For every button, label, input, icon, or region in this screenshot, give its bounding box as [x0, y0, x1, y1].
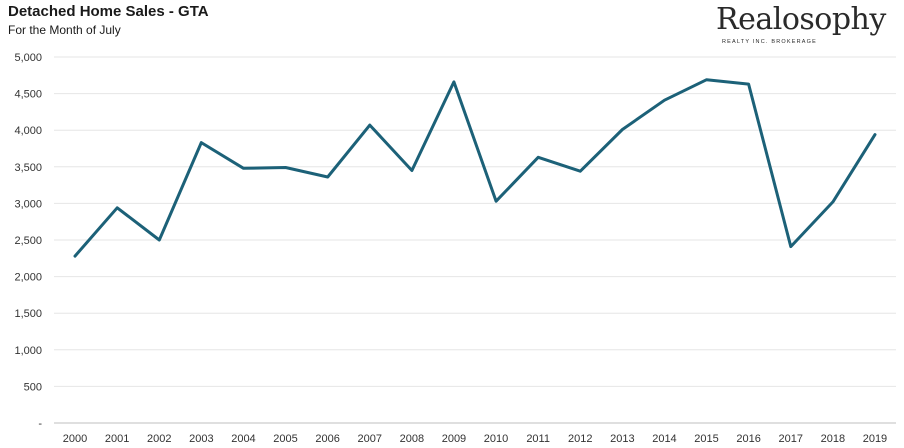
x-tick-label: 2000: [63, 433, 87, 445]
y-tick-label: -: [38, 418, 42, 430]
y-tick-label: 2,000: [14, 272, 42, 284]
x-tick-label: 2009: [442, 433, 466, 445]
chart-title: Detached Home Sales - GTA: [8, 3, 209, 20]
series-line: [73, 78, 877, 258]
x-tick-label: 2006: [315, 433, 339, 445]
x-tick-label: 2002: [147, 433, 171, 445]
x-tick-label: 2004: [231, 433, 255, 445]
x-tick-label: 2011: [526, 433, 550, 445]
logo-tagline: REALTY INC. BROKERAGE: [722, 39, 817, 45]
x-tick-label: 2014: [652, 433, 676, 445]
y-tick-label: 3,500: [14, 162, 42, 174]
x-tick-label: 2012: [568, 433, 592, 445]
x-tick-label: 2001: [105, 433, 129, 445]
y-tick-label: 1,500: [14, 308, 42, 320]
y-tick-label: 4,000: [14, 125, 42, 137]
chart-subtitle: For the Month of July: [8, 23, 121, 37]
y-tick-label: 5,000: [14, 52, 42, 64]
x-tick-label: 2018: [821, 433, 845, 445]
y-tick-label: 2,500: [14, 235, 42, 247]
x-tick-label: 2010: [484, 433, 508, 445]
x-tick-label: 2003: [189, 433, 213, 445]
x-tick-label: 2005: [273, 433, 297, 445]
y-tick-label: 1,000: [14, 345, 42, 357]
logo-wordmark: Realosophy: [716, 2, 886, 37]
x-tick-label: 2015: [694, 433, 718, 445]
x-tick-label: 2016: [736, 433, 760, 445]
x-tick-label: 2008: [400, 433, 424, 445]
brand-logo: Realosophy REALTY INC. BROKERAGE: [700, 2, 900, 48]
y-tick-label: 3,000: [14, 198, 42, 210]
x-tick-label: 2007: [358, 433, 382, 445]
y-tick-label: 500: [24, 381, 42, 393]
x-tick-label: 2019: [863, 433, 887, 445]
x-tick-label: 2013: [610, 433, 634, 445]
x-tick-label: 2017: [779, 433, 803, 445]
y-tick-label: 4,500: [14, 89, 42, 101]
